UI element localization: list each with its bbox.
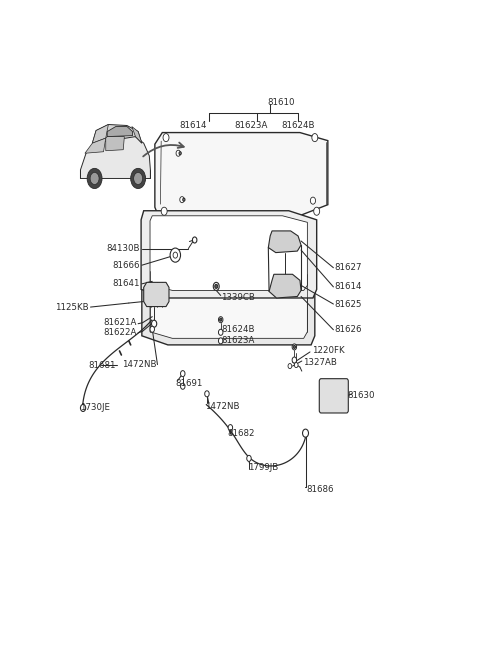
- Text: 1799JB: 1799JB: [248, 464, 278, 472]
- Circle shape: [280, 282, 285, 288]
- Polygon shape: [85, 138, 106, 153]
- Circle shape: [131, 168, 145, 189]
- Circle shape: [279, 238, 284, 244]
- Circle shape: [290, 282, 297, 291]
- Polygon shape: [92, 124, 142, 143]
- Text: 1730JE: 1730JE: [81, 403, 110, 413]
- Circle shape: [292, 344, 297, 350]
- Polygon shape: [150, 266, 307, 339]
- Text: 81621A: 81621A: [104, 318, 137, 328]
- Circle shape: [215, 284, 218, 288]
- Text: 81630: 81630: [348, 391, 375, 400]
- Polygon shape: [92, 124, 108, 143]
- Circle shape: [180, 196, 184, 202]
- Circle shape: [311, 197, 315, 204]
- Circle shape: [218, 329, 223, 335]
- Circle shape: [292, 284, 295, 288]
- Circle shape: [180, 383, 185, 389]
- Circle shape: [314, 207, 320, 215]
- Text: 81614: 81614: [180, 121, 207, 130]
- Text: 81691: 81691: [175, 379, 203, 388]
- Circle shape: [192, 237, 197, 243]
- Text: 81681: 81681: [88, 360, 116, 369]
- Text: 81625: 81625: [335, 299, 362, 309]
- Circle shape: [302, 429, 309, 437]
- Polygon shape: [141, 211, 317, 298]
- Text: 1125KB: 1125KB: [55, 303, 89, 312]
- Polygon shape: [268, 231, 301, 253]
- Text: 1220FK: 1220FK: [312, 346, 345, 356]
- Polygon shape: [150, 215, 307, 290]
- Text: 81686: 81686: [306, 485, 334, 494]
- Circle shape: [218, 338, 223, 344]
- Text: 81626: 81626: [335, 326, 362, 334]
- Polygon shape: [81, 136, 150, 178]
- Polygon shape: [142, 261, 315, 345]
- Polygon shape: [269, 274, 301, 298]
- Text: 81666: 81666: [112, 261, 140, 270]
- Circle shape: [150, 326, 155, 332]
- Circle shape: [289, 238, 296, 246]
- Circle shape: [90, 172, 99, 185]
- Text: 81610: 81610: [267, 98, 295, 107]
- Circle shape: [173, 252, 178, 258]
- Circle shape: [293, 345, 296, 348]
- Polygon shape: [106, 137, 124, 151]
- Text: 81623A: 81623A: [235, 121, 268, 130]
- Text: 81682: 81682: [228, 428, 255, 438]
- Circle shape: [213, 282, 219, 290]
- Circle shape: [228, 424, 233, 430]
- Circle shape: [247, 455, 251, 461]
- Circle shape: [183, 198, 185, 201]
- Circle shape: [278, 279, 287, 291]
- FancyBboxPatch shape: [319, 379, 348, 413]
- Text: 81641: 81641: [112, 280, 140, 288]
- Polygon shape: [132, 126, 142, 143]
- Polygon shape: [144, 282, 169, 307]
- Circle shape: [176, 150, 180, 157]
- Circle shape: [312, 134, 318, 141]
- Circle shape: [219, 318, 222, 321]
- Circle shape: [161, 207, 167, 215]
- Text: 1339CB: 1339CB: [221, 293, 254, 302]
- Circle shape: [204, 391, 209, 397]
- Circle shape: [152, 320, 156, 328]
- Circle shape: [288, 364, 292, 369]
- Circle shape: [294, 363, 298, 367]
- Text: 81624B: 81624B: [222, 326, 255, 334]
- Text: 81627: 81627: [335, 263, 362, 272]
- Circle shape: [218, 316, 223, 323]
- Circle shape: [292, 357, 297, 363]
- Text: 81622A: 81622A: [104, 328, 137, 337]
- Circle shape: [277, 235, 286, 247]
- Text: 81623A: 81623A: [222, 337, 255, 345]
- Circle shape: [87, 168, 102, 189]
- Circle shape: [291, 240, 294, 244]
- Polygon shape: [107, 126, 132, 137]
- Text: 81624B: 81624B: [281, 121, 315, 130]
- Circle shape: [170, 248, 180, 262]
- Polygon shape: [155, 132, 328, 216]
- Circle shape: [180, 371, 185, 377]
- Text: 1472NB: 1472NB: [122, 360, 156, 369]
- Text: 1472NB: 1472NB: [205, 402, 240, 411]
- Circle shape: [163, 134, 169, 141]
- Text: 84130B: 84130B: [107, 244, 140, 253]
- Circle shape: [81, 404, 85, 411]
- Text: 81614: 81614: [335, 282, 362, 291]
- Circle shape: [133, 172, 143, 185]
- Circle shape: [179, 152, 181, 155]
- Text: 1327AB: 1327AB: [303, 358, 337, 367]
